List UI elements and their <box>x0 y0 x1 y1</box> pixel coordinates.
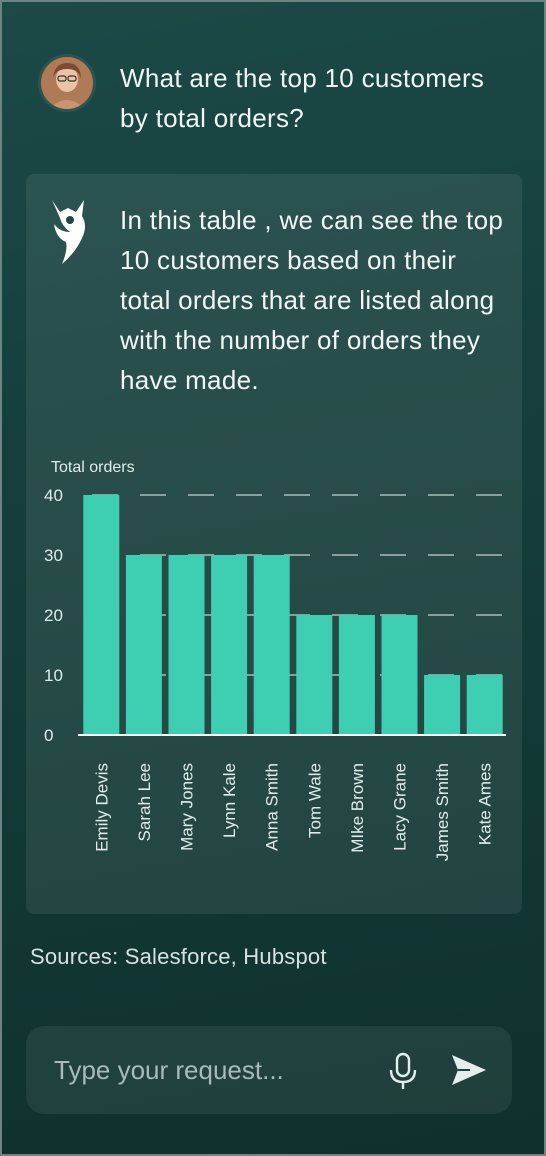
bar <box>424 675 461 735</box>
user-message-text: What are the top 10 customers by total o… <box>120 63 485 133</box>
bar <box>253 555 290 735</box>
x-tick-label: Emily Devis <box>92 763 111 852</box>
y-tick-label: 10 <box>44 666 63 685</box>
x-tick-label: Anna Smith <box>263 763 282 851</box>
y-axis-label: Total orders <box>51 459 135 476</box>
bar <box>83 495 120 735</box>
send-icon[interactable] <box>450 1052 488 1088</box>
owl-logo-icon <box>52 200 85 264</box>
microphone-icon[interactable] <box>388 1052 418 1090</box>
assistant-response-card: In this table , we can see the top 10 cu… <box>26 174 522 914</box>
bar <box>211 555 248 735</box>
x-tick-label: Sarah Lee <box>135 763 154 841</box>
x-tick-label: Lacy Grane <box>391 763 410 851</box>
user-avatar <box>38 54 96 112</box>
y-tick-label: 30 <box>44 546 63 565</box>
x-tick-label: James Smith <box>433 763 452 861</box>
request-input[interactable] <box>54 1054 354 1086</box>
y-tick-label: 0 <box>44 726 53 745</box>
request-composer <box>26 1026 512 1114</box>
bar <box>381 615 418 735</box>
bar <box>296 615 333 735</box>
sources-text: Sources: Salesforce, Hubspot <box>30 944 327 969</box>
bar <box>466 675 503 735</box>
x-tick-label: Mary Jones <box>178 763 197 851</box>
user-message-row: What are the top 10 customers by total o… <box>38 54 518 138</box>
assistant-message-text: In this table , we can see the top 10 cu… <box>120 205 504 395</box>
x-tick-label: Tom Wale <box>305 763 324 838</box>
bar <box>338 615 375 735</box>
x-tick-label: MIke Brown <box>348 763 367 853</box>
orders-bar-chart: Total orders 0 10 20 30 40 Emily Devis Sarah Le… <box>44 459 506 861</box>
x-tick-label: Lynn Kale <box>220 763 239 838</box>
bar <box>125 555 162 735</box>
y-tick-label: 20 <box>44 606 63 625</box>
y-tick-label: 40 <box>44 486 63 505</box>
x-tick-label: Kate Ames <box>476 763 495 845</box>
bar <box>168 555 205 735</box>
